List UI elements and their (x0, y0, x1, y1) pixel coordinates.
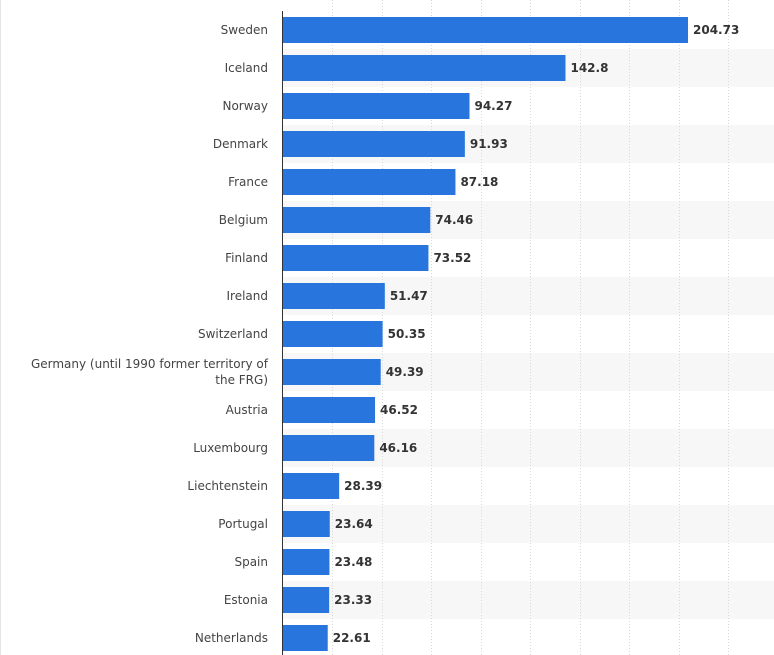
bar-finland[interactable] (283, 245, 429, 271)
row-band (283, 505, 774, 543)
category-label: Spain (234, 555, 268, 569)
category-label: Ireland (226, 289, 268, 303)
value-label: 28.39 (344, 479, 383, 493)
value-label: 74.46 (435, 213, 474, 227)
category-label: Estonia (223, 593, 268, 607)
category-label: Luxembourg (193, 441, 268, 455)
value-label: 23.33 (334, 593, 373, 607)
bar-france[interactable] (283, 169, 456, 195)
value-label: 142.8 (570, 61, 609, 75)
category-label: Portugal (218, 517, 268, 531)
category-label: Switzerland (198, 327, 268, 341)
value-label: 91.93 (469, 137, 508, 151)
category-label: Finland (225, 251, 268, 265)
bar-luxembourg[interactable] (283, 435, 375, 461)
bars (283, 17, 688, 651)
value-label: 23.64 (334, 517, 373, 531)
value-label: 46.52 (380, 403, 418, 417)
category-label: Iceland (224, 61, 268, 75)
category-label: Denmark (212, 137, 268, 151)
value-label: 94.27 (474, 99, 513, 113)
value-label: 87.18 (460, 175, 499, 189)
value-label: 23.48 (334, 555, 373, 569)
bar-belgium[interactable] (283, 207, 431, 233)
category-label: France (228, 175, 268, 189)
bar-portugal[interactable] (283, 511, 330, 537)
category-label: Germany (until 1990 former territory of … (30, 357, 268, 387)
bar-liechtenstein[interactable] (283, 473, 340, 499)
bar-spain[interactable] (283, 549, 330, 575)
bar-sweden[interactable] (283, 17, 688, 43)
row-band (283, 581, 774, 619)
bar-norway[interactable] (283, 93, 470, 119)
category-label: Sweden (220, 23, 268, 37)
value-label: 51.47 (389, 289, 428, 303)
bar-germany-until-1990-former-territory-of-the-frg[interactable] (283, 359, 381, 385)
category-label: Liechtenstein (187, 479, 268, 493)
bar-netherlands[interactable] (283, 625, 328, 651)
value-label: 204.73 (693, 23, 740, 37)
bar-ireland[interactable] (283, 283, 385, 309)
bar-iceland[interactable] (283, 55, 566, 81)
category-label: Belgium (218, 213, 268, 227)
bar-denmark[interactable] (283, 131, 465, 157)
bar-switzerland[interactable] (283, 321, 383, 347)
bar-austria[interactable] (283, 397, 376, 423)
value-label: 73.52 (433, 251, 472, 265)
category-label: Netherlands (194, 631, 268, 645)
category-label: Austria (225, 403, 268, 417)
value-label: 22.61 (332, 631, 371, 645)
category-label: Norway (222, 99, 268, 113)
value-label: 49.39 (385, 365, 424, 379)
bar-estonia[interactable] (283, 587, 330, 613)
value-label: 46.16 (379, 441, 418, 455)
value-label: 50.35 (387, 327, 426, 341)
